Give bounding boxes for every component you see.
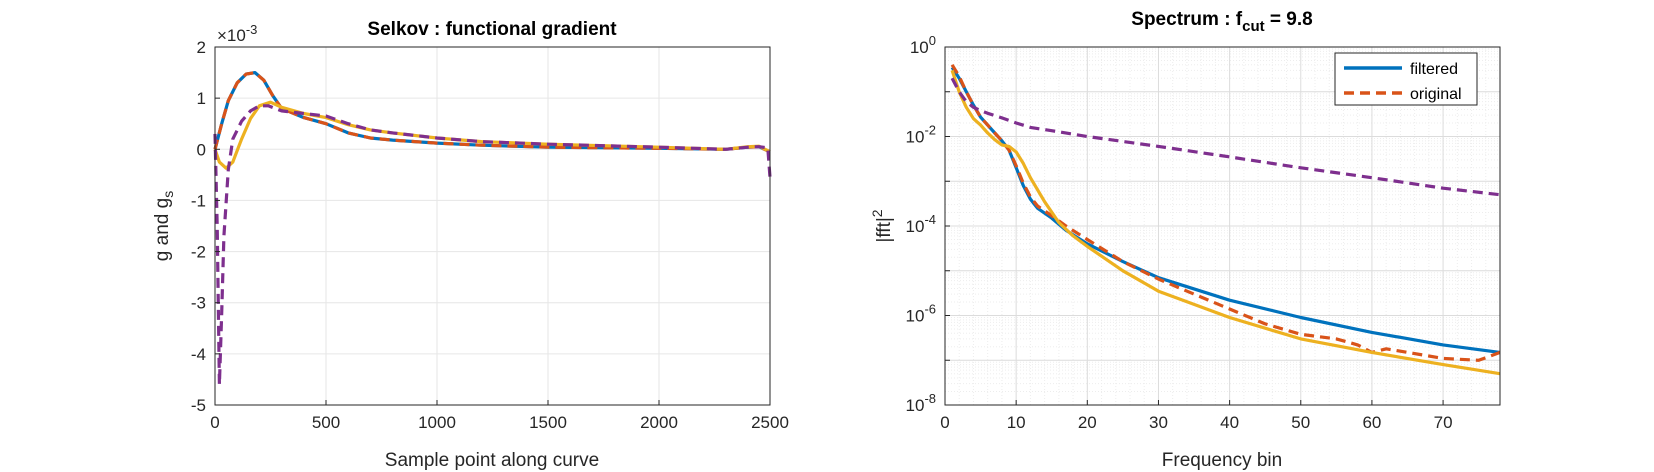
- x-tick-label: 40: [1220, 413, 1239, 432]
- legend-box: [1334, 52, 1478, 106]
- y-tick-label: 10-8: [906, 391, 936, 415]
- spectrum-title-suffix: = 9.8: [1265, 9, 1313, 30]
- gradient-ticks: 0 500 1000 1500 2000 2500 -5 -4 -3 -2 -1 0 1 2: [191, 38, 789, 432]
- gradient-series-4-line: [213, 104, 772, 387]
- spectrum-y-label-main: |fft|: [874, 217, 895, 242]
- y-tick-exponent: -2: [924, 123, 936, 138]
- x-tick-label: 0: [940, 413, 949, 432]
- y-tick-exponent: -6: [924, 302, 936, 317]
- x-tick-label: 1000: [418, 413, 456, 432]
- x-tick-label: 500: [312, 413, 340, 432]
- y-tick-base: 10: [906, 307, 925, 326]
- x-tick-label: 70: [1434, 413, 1453, 432]
- y-tick-label: 10-4: [906, 212, 936, 236]
- y-tick-label: 2: [197, 38, 206, 57]
- spectrum-series-4-line: [950, 77, 1501, 197]
- gradient-y-label-main: g and g: [152, 198, 173, 261]
- y-tick-base: 10: [910, 38, 929, 57]
- legend-label-original: original: [1410, 86, 1462, 103]
- spectrum-title-main: Spectrum : f: [1131, 9, 1243, 30]
- x-tick-label: 1500: [529, 413, 567, 432]
- spectrum-x-axis-label: Frequency bin: [1162, 450, 1282, 471]
- x-tick-label: 20: [1078, 413, 1097, 432]
- y-exponent-power: -3: [246, 22, 258, 37]
- y-tick-label: -4: [191, 345, 206, 364]
- gradient-y-axis-label: g and gs: [152, 191, 176, 261]
- y-tick-base: 10: [906, 128, 925, 147]
- spectrum-title-sub: cut: [1242, 18, 1265, 35]
- y-axis-exponent: ×10-3: [217, 22, 257, 45]
- x-tick-label: 10: [1007, 413, 1026, 432]
- gradient-series: [213, 71, 772, 387]
- spectrum-chart-title: Spectrum : fcut = 9.8: [1131, 9, 1312, 35]
- spectrum-y-axis-label: |fft|2: [869, 209, 895, 242]
- gradient-x-axis-label: Sample point along curve: [385, 450, 599, 471]
- x-tick-label: 30: [1149, 413, 1168, 432]
- y-tick-label: 10-2: [906, 123, 936, 147]
- spectrum-series-3-line: [950, 69, 1501, 376]
- gradient-chart-title: Selkov : functional gradient: [367, 19, 617, 40]
- y-tick-exponent: 0: [929, 33, 936, 48]
- y-tick-label: -2: [191, 243, 206, 262]
- x-tick-label: 2500: [751, 413, 789, 432]
- y-tick-label: -1: [191, 191, 206, 210]
- y-tick-label: -5: [191, 396, 206, 415]
- x-tick-label: 60: [1362, 413, 1381, 432]
- legend: filtered original: [1334, 52, 1478, 106]
- x-tick-label: 0: [210, 413, 219, 432]
- y-tick-base: 10: [906, 396, 925, 415]
- gradient-y-label-sub: s: [160, 191, 176, 198]
- gradient-chart: 0 500 1000 1500 2000 2500 -5 -4 -3 -2 -1 0 1 2 Selkov…: [152, 19, 789, 471]
- y-tick-label: 100: [910, 33, 936, 57]
- x-tick-label: 50: [1291, 413, 1310, 432]
- legend-label-filtered: filtered: [1410, 61, 1458, 78]
- y-exponent-base: ×10: [217, 26, 246, 45]
- y-tick-exponent: -4: [924, 212, 936, 227]
- x-tick-label: 2000: [640, 413, 678, 432]
- y-tick-label: 10-6: [906, 302, 936, 326]
- y-tick-label: 1: [197, 89, 206, 108]
- y-tick-label: -3: [191, 294, 206, 313]
- y-tick-exponent: -8: [924, 391, 936, 406]
- spectrum-y-label-sup: 2: [869, 209, 885, 217]
- y-tick-base: 10: [906, 217, 925, 236]
- y-tick-label: 0: [197, 140, 206, 159]
- spectrum-series: [950, 63, 1501, 376]
